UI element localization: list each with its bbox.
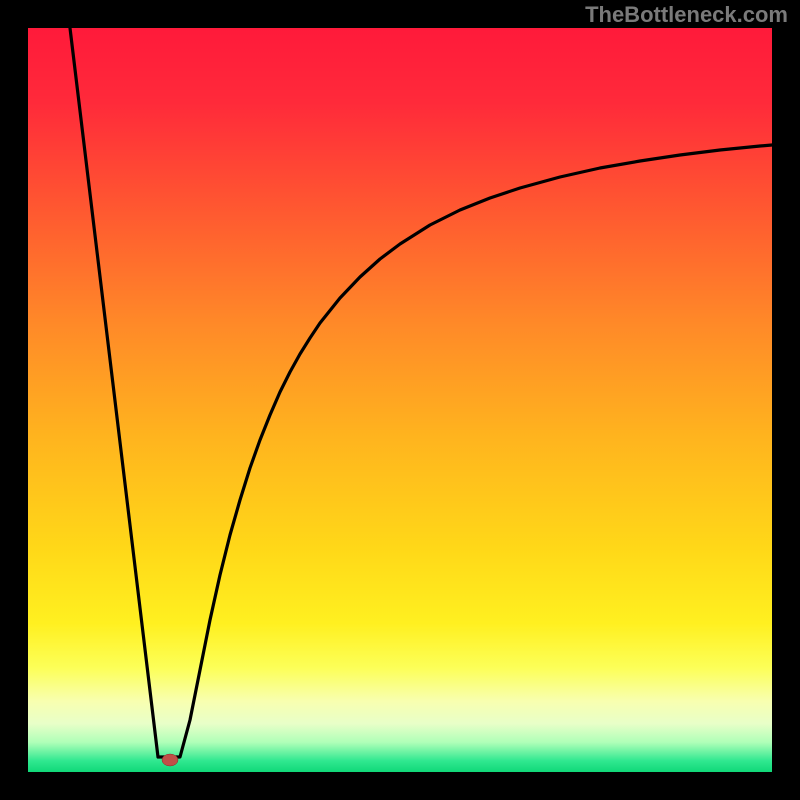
chart-container: TheBottleneck.com <box>0 0 800 800</box>
plot-background <box>28 28 772 772</box>
watermark-text: TheBottleneck.com <box>585 2 788 27</box>
bottleneck-chart: TheBottleneck.com <box>0 0 800 800</box>
current-config-marker <box>162 754 178 766</box>
